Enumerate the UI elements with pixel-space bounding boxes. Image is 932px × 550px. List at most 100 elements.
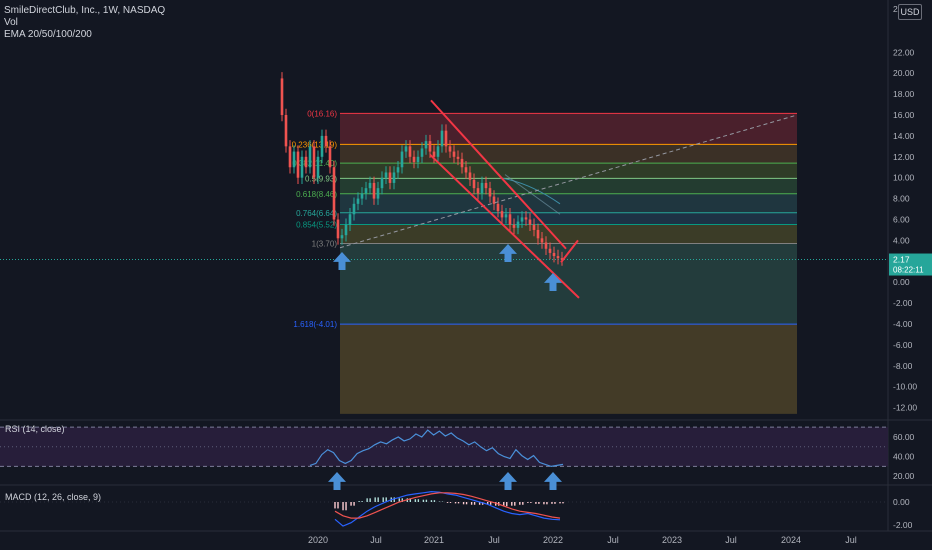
candle-body bbox=[288, 146, 292, 168]
time-tick: Jul bbox=[488, 535, 500, 545]
candle-body bbox=[348, 214, 352, 225]
candle-body bbox=[324, 135, 328, 147]
price-tick: 4.00 bbox=[893, 235, 910, 245]
candle-body bbox=[400, 151, 404, 168]
fib-band bbox=[340, 178, 797, 194]
volume-legend[interactable]: Vol bbox=[4, 17, 18, 28]
candle-body bbox=[340, 235, 344, 239]
time-tick: 2024 bbox=[781, 535, 801, 545]
candle-body bbox=[432, 151, 436, 157]
candle-body bbox=[408, 146, 412, 157]
candle-body bbox=[444, 130, 448, 147]
price-tick: 16.00 bbox=[893, 110, 915, 120]
candle-body bbox=[360, 193, 364, 199]
price-tick: -12.00 bbox=[893, 403, 917, 413]
candle-body bbox=[416, 156, 420, 163]
fib-band bbox=[340, 144, 797, 164]
price-tick: -10.00 bbox=[893, 382, 917, 392]
time-tick: 2020 bbox=[308, 535, 328, 545]
candle-body bbox=[396, 167, 400, 173]
current-price-label: 2.17 bbox=[893, 255, 910, 265]
fib-band bbox=[340, 243, 797, 325]
price-tick-cut: 24 bbox=[893, 4, 903, 14]
rsi-legend: RSI (14, close) bbox=[5, 424, 65, 434]
symbol-legend[interactable]: SmileDirectClub, Inc., 1W, NASDAQ bbox=[4, 5, 166, 16]
macd-signal-line bbox=[334, 492, 561, 519]
price-tick: 10.00 bbox=[893, 173, 915, 183]
time-tick: Jul bbox=[845, 535, 857, 545]
candle-body bbox=[524, 217, 528, 220]
candle-body bbox=[528, 219, 532, 225]
candle-body bbox=[280, 78, 284, 115]
candle-body bbox=[436, 146, 440, 157]
up-arrow-icon bbox=[499, 472, 517, 490]
macd-tick: 0.00 bbox=[893, 497, 910, 507]
candle-body bbox=[352, 203, 356, 215]
fib-band bbox=[340, 224, 797, 244]
candle-body bbox=[532, 224, 536, 230]
candle-body bbox=[560, 258, 564, 260]
channel-lower-line bbox=[429, 153, 580, 299]
time-tick: Jul bbox=[370, 535, 382, 545]
time-tick: Jul bbox=[607, 535, 619, 545]
price-tick: -2.00 bbox=[893, 298, 913, 308]
candle-body bbox=[304, 156, 308, 168]
candle-body bbox=[496, 203, 500, 212]
candle-body bbox=[540, 238, 544, 243]
candle-body bbox=[520, 217, 524, 222]
price-tick: 12.00 bbox=[893, 152, 915, 162]
fib-level-label: 0.618(8.46) bbox=[296, 190, 337, 199]
candle-body bbox=[552, 252, 556, 257]
candle-body bbox=[480, 182, 484, 194]
fib-band bbox=[340, 113, 797, 145]
candle-body bbox=[452, 151, 456, 157]
countdown-label: 08:22:11 bbox=[893, 266, 924, 275]
fib-level-label: 0(16.16) bbox=[307, 109, 337, 118]
fib-level-label: 1.618(-4.01) bbox=[293, 320, 337, 329]
candle-body bbox=[364, 188, 368, 194]
candle-body bbox=[448, 146, 452, 152]
fib-level-label: 1(3.70) bbox=[312, 240, 338, 249]
candle-body bbox=[404, 146, 408, 152]
macd-legend: MACD (12, 26, close, 9) bbox=[5, 492, 101, 502]
dashed-trendline bbox=[339, 114, 798, 249]
currency-button[interactable]: USD bbox=[898, 4, 922, 20]
candle-body bbox=[320, 135, 324, 157]
fib-level-label: 0.5(9.93) bbox=[305, 174, 337, 183]
candle-body bbox=[484, 182, 488, 189]
channel-upper-line bbox=[430, 99, 567, 250]
candle-body bbox=[472, 179, 476, 189]
candle-body bbox=[368, 182, 372, 189]
fib-band bbox=[340, 212, 797, 225]
candle-body bbox=[516, 221, 520, 228]
candle-body bbox=[548, 248, 552, 253]
candle-body bbox=[308, 146, 312, 168]
candle-body bbox=[500, 211, 504, 218]
ema-line bbox=[499, 177, 561, 205]
candle-body bbox=[536, 229, 540, 239]
fib-band bbox=[340, 163, 797, 179]
candle-body bbox=[292, 151, 296, 168]
fib-level-label: 0.854(5.52) bbox=[296, 221, 337, 230]
price-badge bbox=[889, 253, 932, 276]
up-arrow-icon bbox=[499, 244, 517, 262]
price-tick: -8.00 bbox=[893, 361, 913, 371]
candle-body bbox=[488, 188, 492, 197]
candle-body bbox=[284, 115, 288, 147]
candle-body bbox=[424, 141, 428, 149]
price-tick: -6.00 bbox=[893, 340, 913, 350]
ema-legend[interactable]: EMA 20/50/100/200 bbox=[4, 29, 92, 40]
price-tick: 14.00 bbox=[893, 131, 915, 141]
candle-body bbox=[468, 172, 472, 180]
candle-body bbox=[376, 188, 380, 199]
up-arrow-icon bbox=[333, 252, 351, 270]
candle-body bbox=[412, 156, 416, 163]
candle-body bbox=[460, 158, 464, 168]
candle-body bbox=[332, 167, 336, 220]
candle-body bbox=[420, 148, 424, 157]
fib-band bbox=[340, 193, 797, 213]
ema-line bbox=[504, 174, 561, 215]
breakout-line bbox=[560, 239, 579, 263]
candle-body bbox=[312, 146, 316, 178]
